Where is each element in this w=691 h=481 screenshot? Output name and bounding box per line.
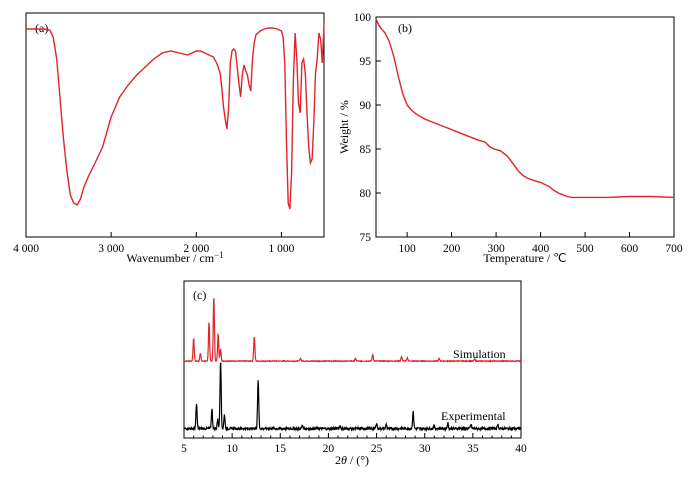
panel-c-xtick-label: 35 xyxy=(467,443,479,455)
panel-b-ytick-label: 85 xyxy=(360,144,372,156)
panel-b-weight-line xyxy=(375,18,675,199)
panel-c-xtick-label: 5 xyxy=(181,443,187,455)
panel-b-ytick-label: 80 xyxy=(360,188,372,200)
panel-c-xtick-label: 30 xyxy=(419,443,431,455)
panel-b-ytick-label: 100 xyxy=(354,12,372,24)
panel-b-ytick-label: 75 xyxy=(360,232,372,244)
panel-a-label: (a) xyxy=(35,21,48,35)
panel-a-ir-line xyxy=(26,22,325,210)
panel-b-xtick-label: 500 xyxy=(576,243,594,255)
panel-b-frame xyxy=(375,16,675,238)
panel-c-label: (c) xyxy=(193,288,206,302)
panel-c-experimental-line xyxy=(183,362,522,432)
panel-c-xtick-label: 10 xyxy=(226,443,238,455)
panel-a-xtick-label: 3 000 xyxy=(98,243,124,255)
panel-b-xtick-label: 600 xyxy=(621,243,639,255)
panel-b-ytick-label: 95 xyxy=(360,56,372,68)
panel-c-pxrd: (c) 5 10 15 20 25 30 35 40 Simulation Experimen… xyxy=(181,280,527,467)
panel-b-xtick-label: 200 xyxy=(443,243,461,255)
panel-b-ytick-label: 90 xyxy=(360,100,372,112)
panel-a-xtick-label: 2 000 xyxy=(183,243,209,255)
panel-b-xtick-label: 700 xyxy=(665,243,683,255)
panel-b-xtick-label: 400 xyxy=(532,243,550,255)
panel-c-xtick-label: 40 xyxy=(515,443,527,455)
panel-c-xlabel: 2θ / (°) xyxy=(335,453,369,467)
panel-c-experimental-label: Experimental xyxy=(441,409,506,423)
panel-b-xlabel: Temperature / ℃ xyxy=(483,251,566,265)
panel-c-frame xyxy=(183,280,522,439)
panel-c-xtick-label: 20 xyxy=(323,443,335,455)
panel-a-xlabel: Wavenumber / cm−1 xyxy=(126,250,223,265)
panel-b-xtick-label: 100 xyxy=(399,243,417,255)
panel-b-tga: (b) 100 200 300 400 500 600 700 75 80 85 90 95 100 T… xyxy=(337,12,683,265)
panel-c-simulation-line xyxy=(183,298,522,363)
panel-c-xtick-label: 25 xyxy=(371,443,383,455)
panel-c-xtick-label: 15 xyxy=(275,443,287,455)
panel-b-ylabel: Weight / % xyxy=(337,100,351,154)
panel-a-ir-spectrum: (a) 4 000 3 000 2 000 1 000 Wavenumber / cm… xyxy=(13,12,325,265)
panel-c-simulation-label: Simulation xyxy=(453,347,506,361)
panel-a-xtick-label: 4 000 xyxy=(13,243,39,255)
panel-a-xtick-label: 1 000 xyxy=(268,243,294,255)
panel-b-label: (b) xyxy=(398,21,412,35)
panel-a-frame xyxy=(25,12,325,238)
panel-b-xtick-label: 300 xyxy=(487,243,505,255)
